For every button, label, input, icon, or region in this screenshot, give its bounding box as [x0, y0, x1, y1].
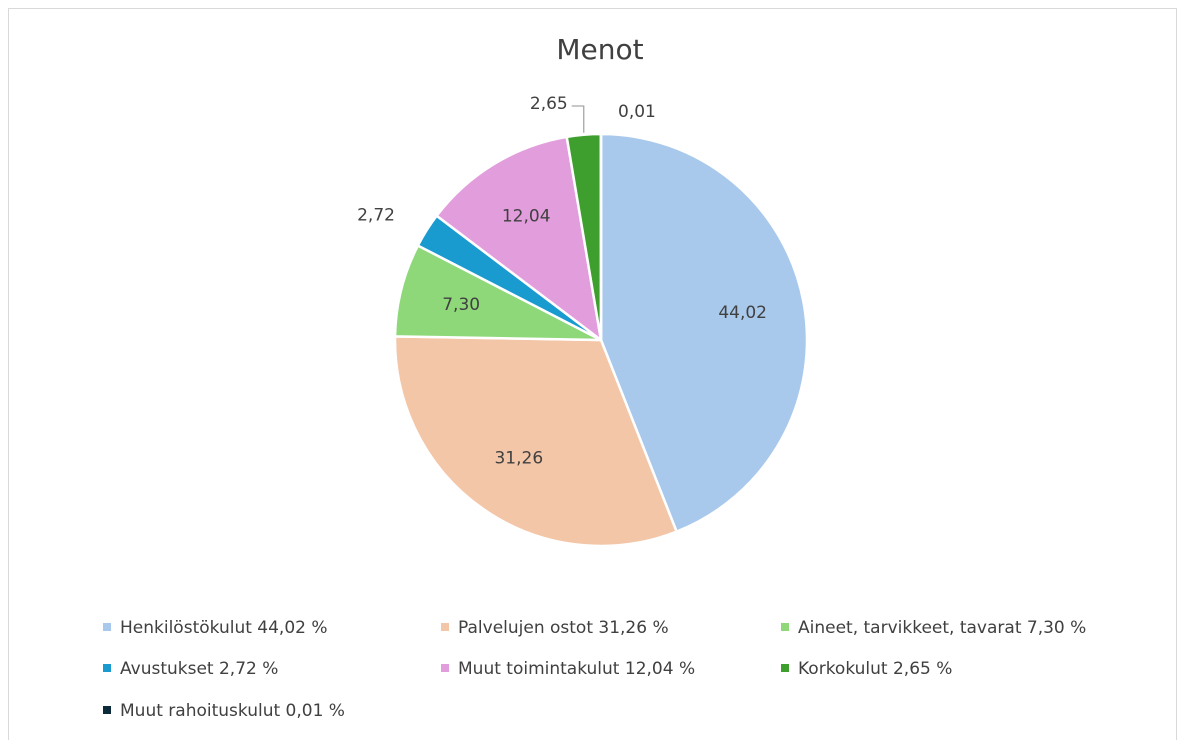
- legend-label: Muut toimintakulut 12,04 %: [458, 659, 695, 679]
- legend-label: Palvelujen ostot 31,26 %: [458, 618, 669, 638]
- legend-label: Avustukset 2,72 %: [120, 659, 278, 679]
- legend-swatch: [103, 706, 111, 714]
- legend-label: Korkokulut 2,65 %: [798, 659, 952, 679]
- legend-label: Muut rahoituskulut 0,01 %: [120, 701, 345, 721]
- data-label: 12,04: [502, 207, 551, 227]
- data-label: 44,02: [718, 303, 767, 323]
- legend-swatch: [103, 664, 111, 672]
- data-label: 7,30: [442, 295, 480, 315]
- data-label: 2,65: [530, 94, 568, 114]
- legend-label: Aineet, tarvikkeet, tavarat 7,30 %: [798, 618, 1086, 638]
- legend-swatch: [441, 623, 449, 631]
- legend-label: Henkilöstökulut 44,02 %: [120, 618, 328, 638]
- data-label: 2,72: [357, 205, 395, 225]
- data-label: 31,26: [494, 448, 543, 468]
- legend-swatch: [103, 623, 111, 631]
- pie-slice: [599, 132, 809, 534]
- pie-slice: [393, 335, 679, 548]
- legend-swatch: [781, 664, 789, 672]
- data-label: 0,01: [618, 102, 656, 122]
- legend-swatch: [441, 664, 449, 672]
- chart-title: Menot: [556, 33, 643, 66]
- leader-line: [571, 105, 585, 133]
- pie-slice: [434, 135, 603, 343]
- legend-swatch: [781, 623, 789, 631]
